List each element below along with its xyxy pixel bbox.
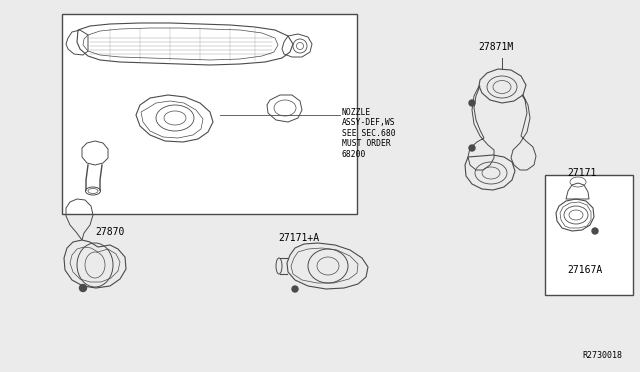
Text: 27167A: 27167A	[567, 265, 602, 275]
Circle shape	[469, 145, 475, 151]
Circle shape	[79, 285, 86, 292]
Text: 27870: 27870	[95, 227, 124, 237]
Bar	[62, 14, 357, 214]
Circle shape	[469, 100, 475, 106]
Text: NOZZLE
ASSY-DEF,WS
SEE SEC.680
MUST ORDER
68200: NOZZLE ASSY-DEF,WS SEE SEC.680 MUST ORDE…	[342, 108, 396, 158]
Circle shape	[592, 228, 598, 234]
Text: 27871M: 27871M	[478, 42, 513, 52]
Text: 27171: 27171	[567, 168, 596, 178]
Text: R2730018: R2730018	[582, 351, 622, 360]
Text: 27171+A: 27171+A	[278, 233, 319, 243]
Bar	[545, 175, 633, 295]
Circle shape	[292, 286, 298, 292]
